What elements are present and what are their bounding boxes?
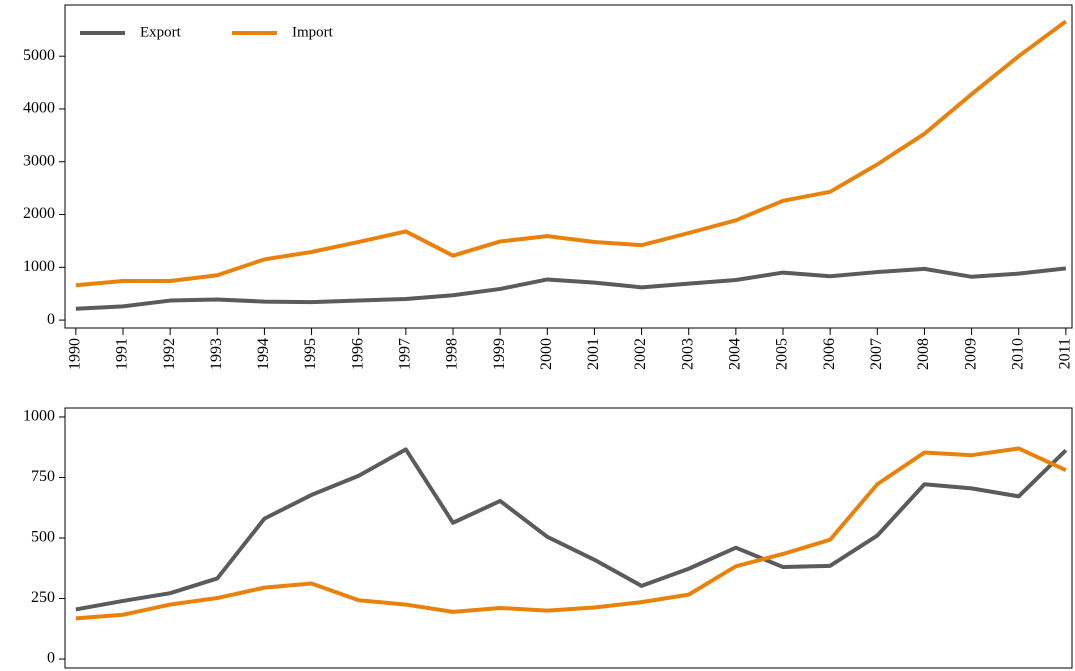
y-tick-label: 1000 [23, 408, 55, 425]
y-tick-label: 750 [31, 468, 55, 485]
x-tick-label: 2003 [679, 338, 696, 370]
y-tick-label: 500 [31, 529, 55, 546]
x-tick-label: 1998 [444, 338, 461, 370]
x-tick-label: 2002 [632, 338, 649, 370]
x-tick-label: 2009 [962, 338, 979, 370]
x-tick-label: 2007 [868, 338, 885, 370]
x-tick-label: 1996 [349, 338, 366, 370]
y-tick-label: 2000 [23, 205, 55, 222]
x-tick-label: 1991 [114, 338, 131, 370]
x-tick-label: 2011 [1057, 338, 1074, 369]
plot-frame [64, 4, 1073, 329]
y-tick-label: 0 [47, 311, 55, 328]
legend-label: Export [140, 24, 182, 40]
series-line [75, 19, 1068, 288]
x-tick-label: 2000 [538, 338, 555, 370]
x-tick-label: 2006 [821, 338, 838, 370]
y-tick-label: 250 [31, 589, 55, 606]
x-tick-label: 1993 [208, 338, 225, 370]
series-line [75, 446, 1067, 621]
y-tick-label: 5000 [23, 47, 55, 64]
series-line [75, 447, 1068, 612]
plot-frame [64, 407, 1073, 669]
y-tick-label: 3000 [23, 152, 55, 169]
x-tick-label: 1994 [255, 338, 272, 370]
x-tick-label: 2010 [1009, 338, 1026, 370]
x-tick-label: 1995 [302, 338, 319, 370]
x-tick-label: 1999 [491, 338, 508, 370]
x-tick-label: 2004 [727, 338, 744, 370]
series-line [75, 266, 1067, 311]
x-tick-label: 2001 [585, 338, 602, 370]
y-tick-label: 4000 [23, 100, 55, 117]
x-tick-label: 2008 [915, 338, 932, 370]
legend-label: Import [292, 24, 334, 40]
x-tick-label: 1992 [161, 338, 178, 370]
x-tick-label: 1997 [397, 338, 414, 370]
y-tick-label: 0 [47, 650, 55, 667]
x-tick-label: 2005 [774, 338, 791, 370]
x-tick-label: 1990 [67, 338, 84, 370]
y-tick-label: 1000 [23, 258, 55, 275]
